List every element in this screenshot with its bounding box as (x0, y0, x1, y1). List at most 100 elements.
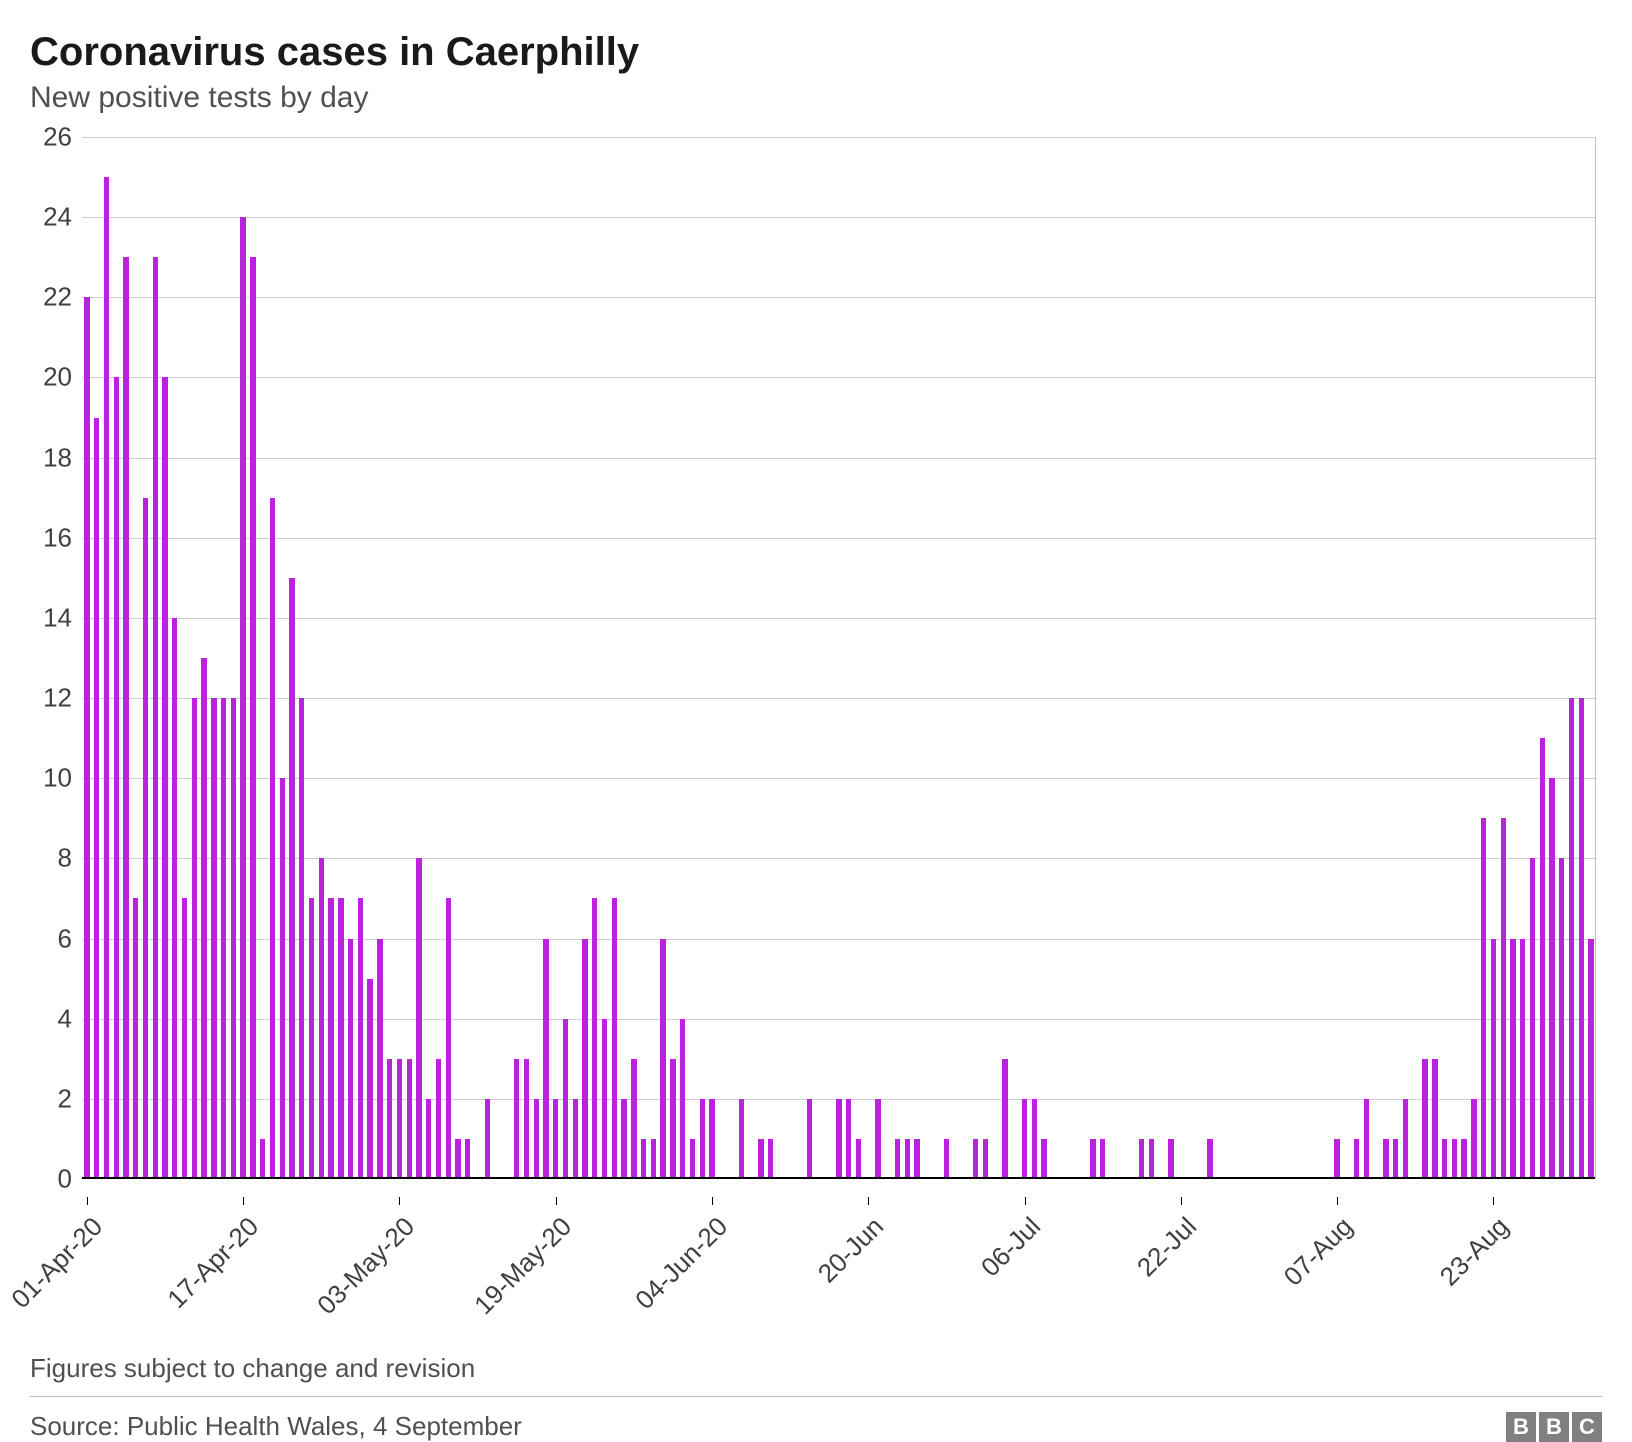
bar (641, 1139, 646, 1179)
bar (446, 898, 451, 1179)
bar (1461, 1139, 1466, 1179)
bar (319, 858, 324, 1179)
bar (94, 418, 99, 1179)
bar (436, 1059, 441, 1179)
bar (1588, 939, 1593, 1179)
x-tick-label: 19-May-20 (450, 1211, 578, 1339)
bar (172, 618, 177, 1179)
bar (455, 1139, 460, 1179)
bar (582, 939, 587, 1179)
bar (104, 177, 109, 1179)
chart-figure: Coronavirus cases in Caerphilly New posi… (0, 0, 1632, 1388)
bar (768, 1139, 773, 1179)
bar (1579, 698, 1584, 1179)
bar (739, 1099, 744, 1179)
x-tick (1181, 1197, 1182, 1205)
x-tick (1493, 1197, 1494, 1205)
y-tick-label: 4 (58, 1003, 72, 1034)
y-tick-label: 2 (58, 1083, 72, 1114)
bar (250, 257, 255, 1179)
bar (289, 578, 294, 1179)
bar (231, 698, 236, 1179)
bar (358, 898, 363, 1179)
y-tick-label: 18 (43, 442, 72, 473)
bbc-logo-box: B (1539, 1412, 1569, 1442)
bar (465, 1139, 470, 1179)
bar (162, 377, 167, 1179)
bar (1139, 1139, 1144, 1179)
y-tick-label: 14 (43, 602, 72, 633)
bar (1549, 778, 1554, 1179)
bar (914, 1139, 919, 1179)
x-tick-label: 04-Jun-20 (606, 1211, 734, 1339)
bar (612, 898, 617, 1179)
plot-outer: 02468101214161820222426 (30, 137, 1602, 1197)
bar (1090, 1139, 1095, 1179)
bar (1491, 939, 1496, 1179)
bar (348, 939, 353, 1179)
bar (328, 898, 333, 1179)
bar (543, 939, 548, 1179)
bar (1481, 818, 1486, 1179)
bar (182, 898, 187, 1179)
x-tick (868, 1197, 869, 1205)
bar (1022, 1099, 1027, 1179)
bar (192, 698, 197, 1179)
bar (211, 698, 216, 1179)
bar (1422, 1059, 1427, 1179)
x-tick-label: 20-Jun (762, 1211, 890, 1339)
bar (416, 858, 421, 1179)
bar (758, 1139, 763, 1179)
bar (1168, 1139, 1173, 1179)
bar (875, 1099, 880, 1179)
bar (670, 1059, 675, 1179)
bar (700, 1099, 705, 1179)
x-tick (712, 1197, 713, 1205)
bar (1393, 1139, 1398, 1179)
bar (1540, 738, 1545, 1179)
bar (1403, 1099, 1408, 1179)
bar (240, 217, 245, 1179)
bar (397, 1059, 402, 1179)
bar (836, 1099, 841, 1179)
bar (1501, 818, 1506, 1179)
bar (1002, 1059, 1007, 1179)
bar (143, 498, 148, 1179)
x-axis-line (82, 1177, 1595, 1179)
bar (1452, 1139, 1457, 1179)
bar (944, 1139, 949, 1179)
bar (1471, 1099, 1476, 1179)
bar (602, 1019, 607, 1179)
x-tick-label: 03-May-20 (293, 1211, 421, 1339)
bar (1032, 1099, 1037, 1179)
bar (1442, 1139, 1447, 1179)
bar (553, 1099, 558, 1179)
bar (1510, 939, 1515, 1179)
chart-note: Figures subject to change and revision (30, 1353, 1602, 1384)
bar (846, 1099, 851, 1179)
y-tick-label: 22 (43, 282, 72, 313)
bar (514, 1059, 519, 1179)
bar (1569, 698, 1574, 1179)
bar (524, 1059, 529, 1179)
bbc-logo-box: C (1572, 1412, 1602, 1442)
bar (299, 698, 304, 1179)
bar (84, 297, 89, 1179)
bar (621, 1099, 626, 1179)
y-tick-label: 26 (43, 122, 72, 153)
bar (680, 1019, 685, 1179)
bar (983, 1139, 988, 1179)
bar (563, 1019, 568, 1179)
x-tick-label: 22-Jul (1075, 1211, 1203, 1339)
x-tick-label: 23-Aug (1387, 1211, 1515, 1339)
bar-series (82, 137, 1595, 1179)
bar (260, 1139, 265, 1179)
bar (1149, 1139, 1154, 1179)
bar (807, 1099, 812, 1179)
y-tick-label: 8 (58, 843, 72, 874)
bar (631, 1059, 636, 1179)
bar (426, 1099, 431, 1179)
bar (377, 939, 382, 1179)
bar (1383, 1139, 1388, 1179)
bar (485, 1099, 490, 1179)
